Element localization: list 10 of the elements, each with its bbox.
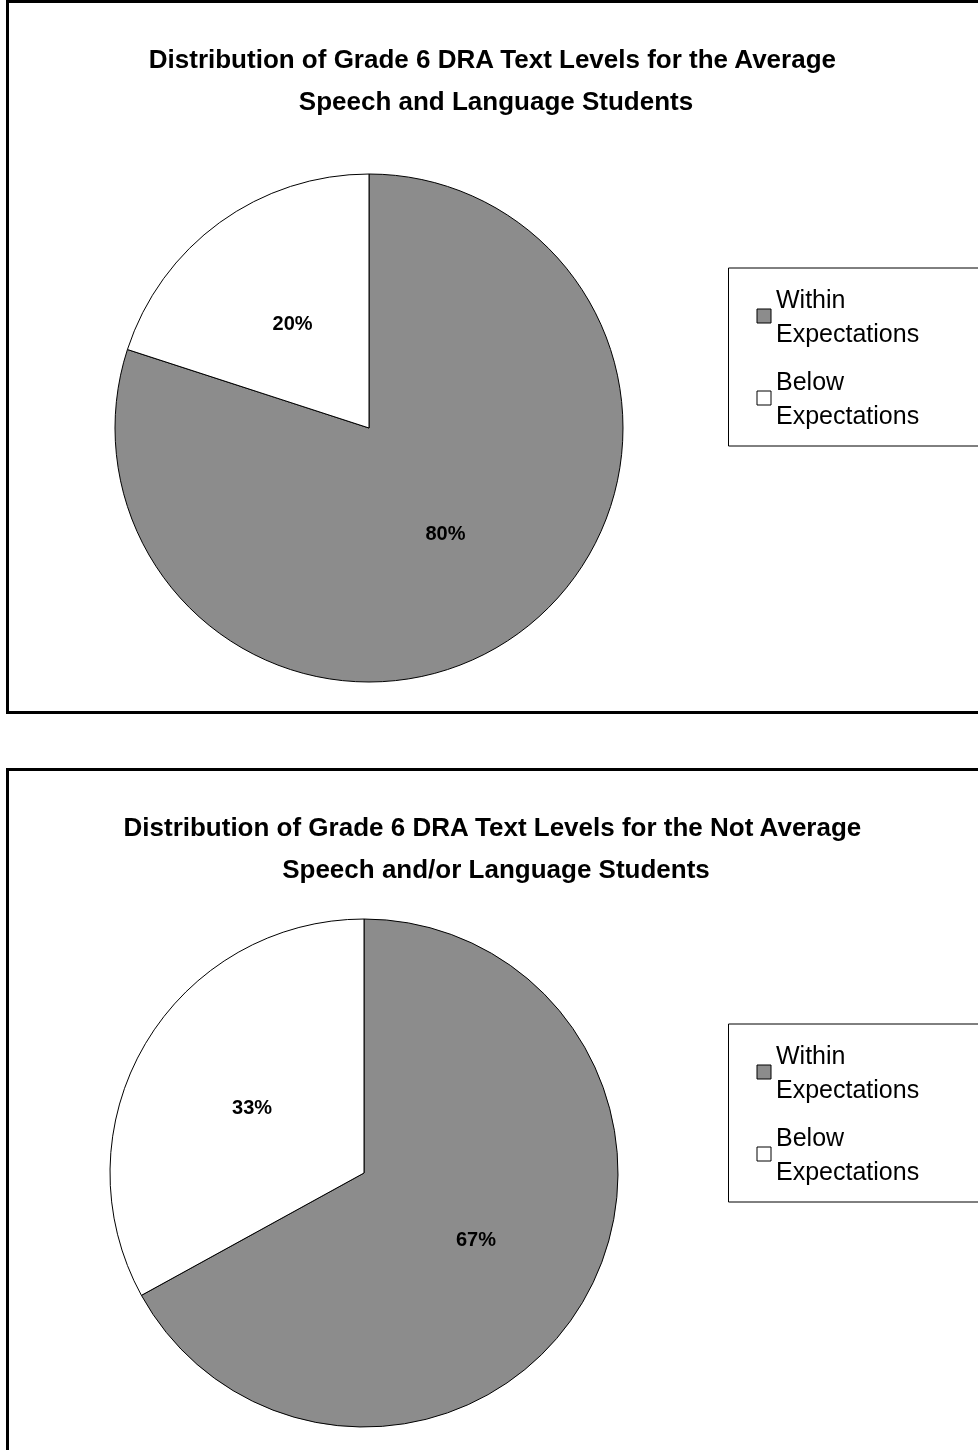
legend-label: Below Expectations — [776, 367, 920, 429]
chart-title: Distribution of Grade 6 DRA Text Levels for the Not Average Speech and/or Language Students — [123, 812, 869, 884]
data-label: 80% — [425, 522, 466, 545]
legend-label: Within Expectations — [776, 285, 920, 347]
data-label: 20% — [272, 311, 313, 334]
chart-title: Distribution of Grade 6 DRA Text Levels for the Average Speech and Language Students — [148, 44, 844, 116]
data-label: 33% — [232, 1095, 273, 1118]
data-label: 67% — [455, 1228, 497, 1251]
legend-label: Within Expectations — [776, 1041, 920, 1103]
legend-label: Below Expectations — [776, 1123, 920, 1185]
